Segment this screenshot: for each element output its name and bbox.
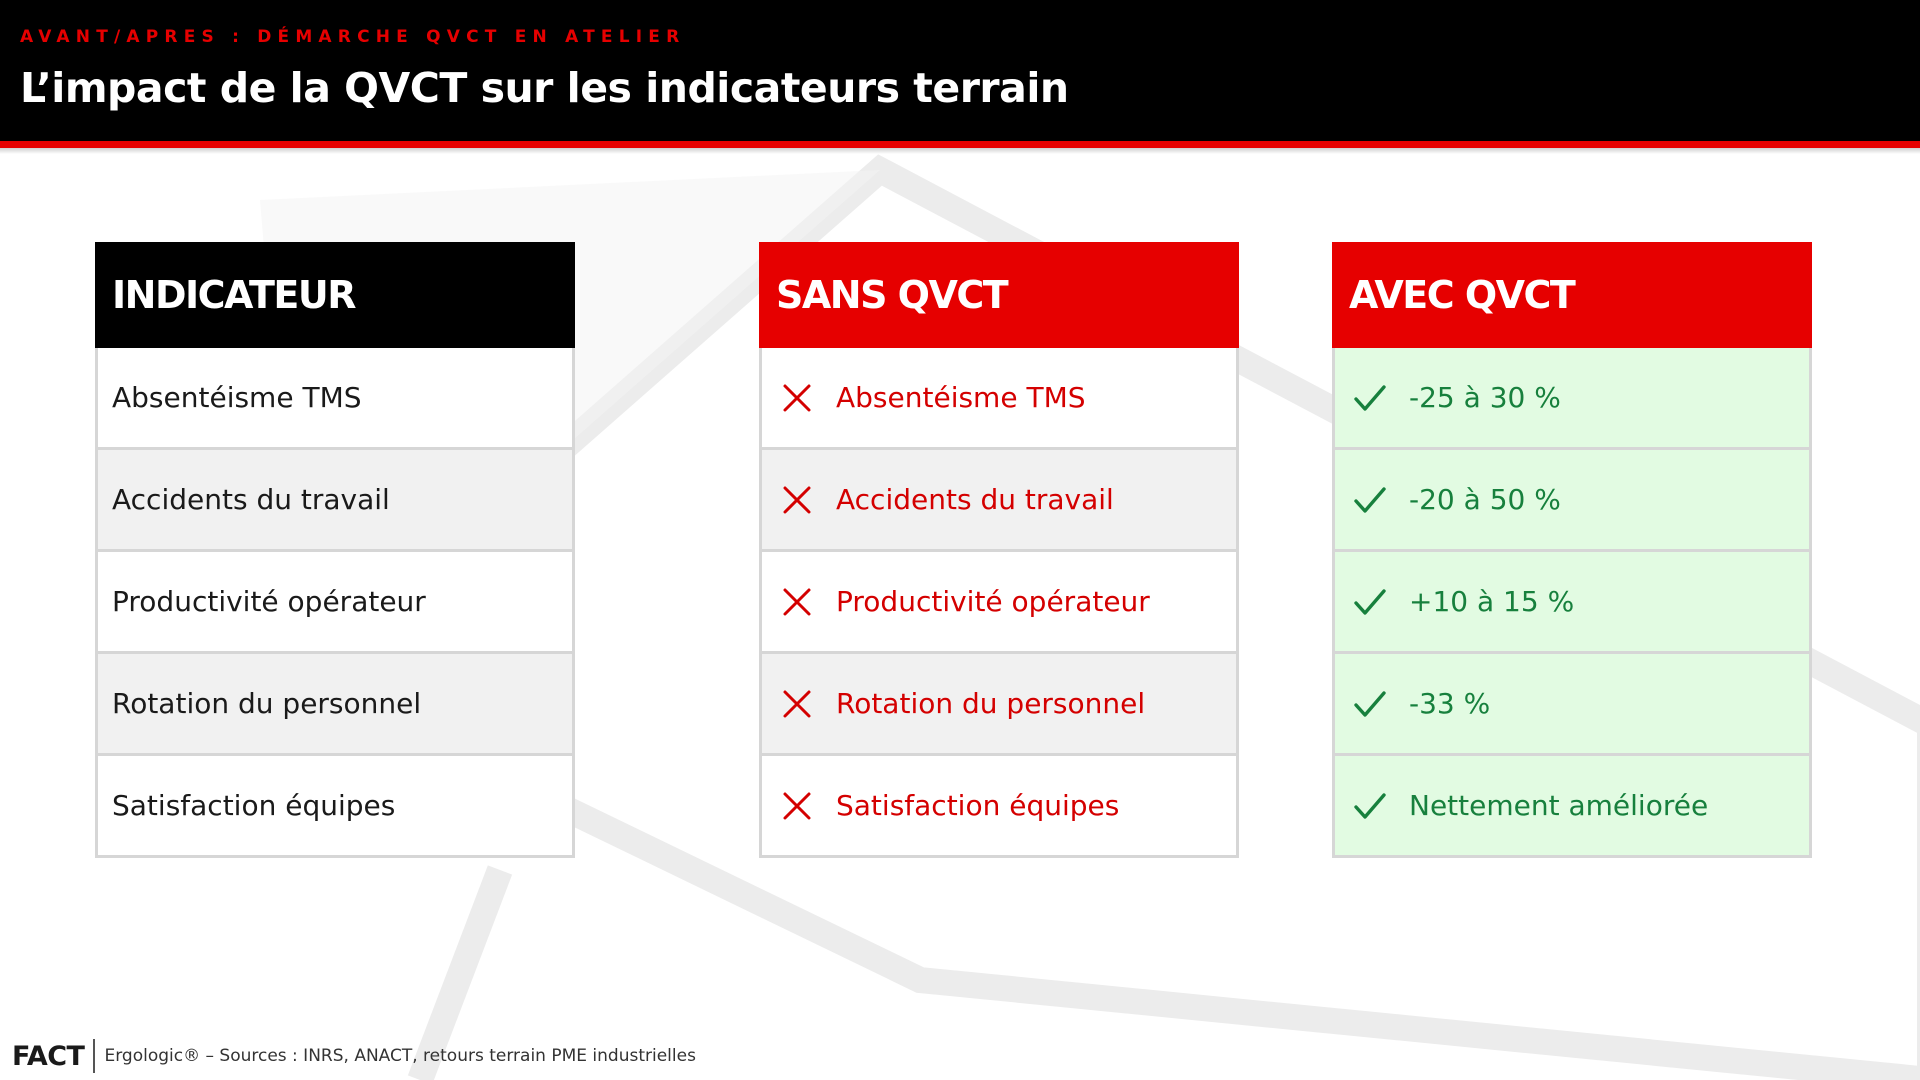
check-icon: [1354, 588, 1386, 615]
footer-logo: FACT: [12, 1040, 85, 1072]
indicator-column: INDICATEUR Absentéisme TMS Accidents du …: [95, 242, 575, 858]
indicator-column-header: INDICATEUR: [95, 242, 575, 348]
sans-qvct-column-header: SANS QVCT: [759, 242, 1239, 348]
header-rule-shadow: [0, 148, 1920, 154]
check-icon: [1354, 690, 1386, 717]
check-icon: [1354, 384, 1386, 411]
sans-qvct-label: Absentéisme TMS: [836, 381, 1086, 414]
check-icon: [1354, 792, 1386, 819]
sans-qvct-row: Rotation du personnel: [762, 651, 1236, 753]
sans-qvct-row: Satisfaction équipes: [762, 753, 1236, 855]
avec-qvct-value: +10 à 15 %: [1409, 585, 1575, 618]
indicator-label: Productivité opérateur: [112, 585, 426, 618]
footer-divider: [93, 1039, 96, 1073]
avec-qvct-column: AVEC QVCT -25 à 30 % -20 à 50 % +10 à 15…: [1332, 242, 1812, 858]
indicator-row: Rotation du personnel: [98, 651, 572, 753]
header-bar: AVANT/APRES : DÉMARCHE QVCT EN ATELIER L…: [0, 0, 1920, 141]
cross-icon: [783, 486, 811, 513]
avec-qvct-row: +10 à 15 %: [1335, 549, 1809, 651]
footer-source-text: Ergologic® – Sources : INRS, ANACT, reto…: [104, 1046, 696, 1066]
kicker-text: AVANT/APRES : DÉMARCHE QVCT EN ATELIER: [20, 27, 686, 47]
sans-qvct-label: Rotation du personnel: [836, 687, 1146, 720]
indicator-row: Accidents du travail: [98, 447, 572, 549]
avec-qvct-column-header: AVEC QVCT: [1332, 242, 1812, 348]
indicator-row: Productivité opérateur: [98, 549, 572, 651]
avec-qvct-rows: -25 à 30 % -20 à 50 % +10 à 15 % -33 % N…: [1332, 348, 1812, 858]
page-title: L’impact de la QVCT sur les indicateurs …: [20, 64, 1069, 112]
indicator-label: Accidents du travail: [112, 483, 390, 516]
indicator-label: Rotation du personnel: [112, 687, 422, 720]
sans-qvct-row: Accidents du travail: [762, 447, 1236, 549]
footer: FACT Ergologic® – Sources : INRS, ANACT,…: [12, 1038, 696, 1074]
avec-qvct-row: Nettement améliorée: [1335, 753, 1809, 855]
indicator-rows: Absentéisme TMS Accidents du travail Pro…: [95, 348, 575, 858]
sans-qvct-row: Absentéisme TMS: [762, 348, 1236, 447]
sans-qvct-rows: Absentéisme TMS Accidents du travail Pro…: [759, 348, 1239, 858]
sans-qvct-label: Satisfaction équipes: [836, 789, 1120, 822]
cross-icon: [783, 690, 811, 717]
avec-qvct-value: Nettement améliorée: [1409, 789, 1709, 822]
indicator-row: Satisfaction équipes: [98, 753, 572, 855]
sans-qvct-label: Accidents du travail: [836, 483, 1114, 516]
check-icon: [1354, 486, 1386, 513]
cross-icon: [783, 792, 811, 819]
avec-qvct-row: -33 %: [1335, 651, 1809, 753]
avec-qvct-value: -25 à 30 %: [1409, 381, 1561, 414]
indicator-label: Absentéisme TMS: [112, 381, 362, 414]
cross-icon: [783, 384, 811, 411]
indicator-row: Absentéisme TMS: [98, 348, 572, 447]
sans-qvct-row: Productivité opérateur: [762, 549, 1236, 651]
avec-qvct-value: -20 à 50 %: [1409, 483, 1561, 516]
sans-qvct-label: Productivité opérateur: [836, 585, 1150, 618]
avec-qvct-row: -25 à 30 %: [1335, 348, 1809, 447]
cross-icon: [783, 588, 811, 615]
header-red-rule: [0, 141, 1920, 148]
avec-qvct-row: -20 à 50 %: [1335, 447, 1809, 549]
sans-qvct-column: SANS QVCT Absentéisme TMS Accidents du t…: [759, 242, 1239, 858]
avec-qvct-value: -33 %: [1409, 687, 1491, 720]
indicator-label: Satisfaction équipes: [112, 789, 396, 822]
